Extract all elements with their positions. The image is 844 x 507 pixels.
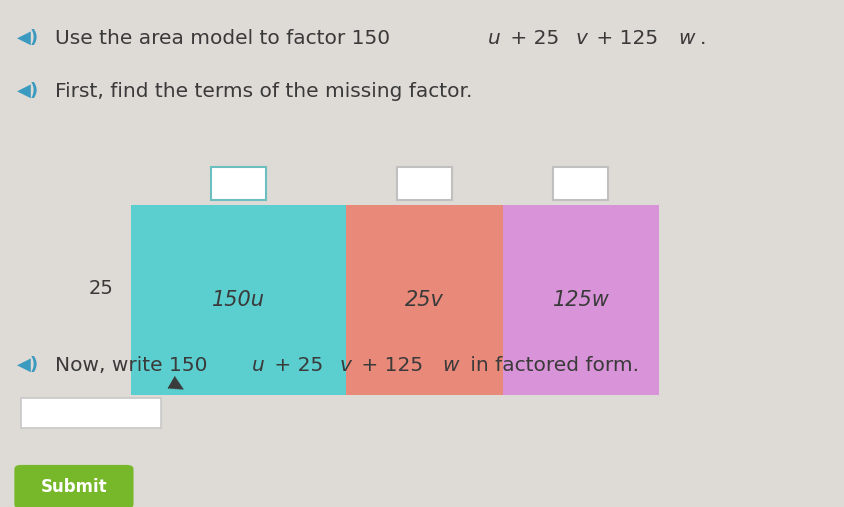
- Bar: [346, 205, 502, 395]
- FancyBboxPatch shape: [14, 465, 133, 507]
- Text: v: v: [339, 355, 351, 375]
- Text: + 125: + 125: [354, 355, 422, 375]
- Text: ◀): ◀): [17, 29, 39, 47]
- Bar: [397, 167, 452, 200]
- Text: 125w: 125w: [552, 291, 609, 310]
- Text: ◀): ◀): [17, 356, 39, 374]
- Text: u: u: [252, 355, 264, 375]
- Text: 25v: 25v: [404, 291, 444, 310]
- Text: First, find the terms of the missing factor.: First, find the terms of the missing fac…: [55, 82, 472, 101]
- Bar: [553, 167, 608, 200]
- Text: Use the area model to factor 150: Use the area model to factor 150: [55, 28, 390, 48]
- Text: 150u: 150u: [212, 291, 265, 310]
- Bar: [21, 398, 160, 428]
- Bar: [502, 205, 658, 395]
- Text: Now, write 150: Now, write 150: [55, 355, 207, 375]
- Text: in factored form.: in factored form.: [463, 355, 638, 375]
- Text: ▶: ▶: [166, 373, 188, 397]
- Bar: [131, 205, 346, 395]
- Text: w: w: [442, 355, 458, 375]
- Text: Submit: Submit: [41, 478, 107, 496]
- Text: + 125: + 125: [590, 28, 657, 48]
- Text: .: .: [699, 28, 705, 48]
- Bar: [211, 167, 266, 200]
- Text: u: u: [487, 28, 500, 48]
- Text: w: w: [678, 28, 694, 48]
- Text: 25: 25: [89, 279, 114, 299]
- Text: v: v: [575, 28, 587, 48]
- Text: + 25: + 25: [503, 28, 559, 48]
- Text: ◀): ◀): [17, 82, 39, 100]
- Text: + 25: + 25: [268, 355, 323, 375]
